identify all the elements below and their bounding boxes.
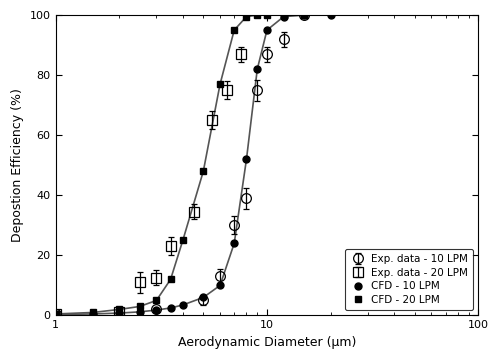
CFD - 20 LPM (154, 298, 160, 303)
CFD - 10 LPM (180, 303, 186, 307)
CFD - 20 LPM (52, 312, 59, 316)
CFD - 20 LPM (90, 310, 96, 315)
CFD - 10 LPM (254, 67, 260, 71)
CFD - 20 LPM (254, 13, 260, 17)
CFD - 10 LPM (52, 312, 59, 317)
CFD - 20 LPM (280, 13, 286, 17)
CFD - 10 LPM (200, 295, 206, 300)
CFD - 10 LPM (231, 241, 237, 246)
CFD - 10 LPM (168, 306, 173, 310)
CFD - 20 LPM (168, 277, 173, 282)
CFD - 20 LPM (180, 238, 186, 243)
CFD - 20 LPM (301, 13, 307, 17)
CFD - 20 LPM (244, 14, 250, 19)
CFD - 20 LPM (116, 307, 122, 312)
Line: CFD - 10 LPM: CFD - 10 LPM (52, 12, 334, 318)
CFD - 20 LPM (231, 28, 237, 32)
CFD - 10 LPM (301, 13, 307, 17)
CFD - 10 LPM (217, 283, 223, 288)
CFD - 20 LPM (217, 82, 223, 86)
CFD - 10 LPM (116, 311, 122, 315)
CFD - 10 LPM (264, 28, 270, 32)
X-axis label: Aerodynamic Diameter (μm): Aerodynamic Diameter (μm) (178, 336, 356, 349)
CFD - 20 LPM (264, 13, 270, 17)
Line: CFD - 20 LPM: CFD - 20 LPM (52, 12, 308, 318)
CFD - 10 LPM (244, 157, 250, 161)
Legend: Exp. data - 10 LPM, Exp. data - 20 LPM, CFD - 10 LPM, CFD - 20 LPM: Exp. data - 10 LPM, Exp. data - 20 LPM, … (345, 249, 473, 310)
Y-axis label: Depostion Efficiency (%): Depostion Efficiency (%) (11, 88, 24, 242)
CFD - 20 LPM (200, 169, 206, 174)
CFD - 10 LPM (90, 312, 96, 316)
CFD - 10 LPM (328, 13, 334, 17)
CFD - 10 LPM (136, 310, 142, 314)
CFD - 10 LPM (154, 308, 160, 312)
CFD - 10 LPM (280, 14, 286, 19)
CFD - 20 LPM (136, 304, 142, 309)
